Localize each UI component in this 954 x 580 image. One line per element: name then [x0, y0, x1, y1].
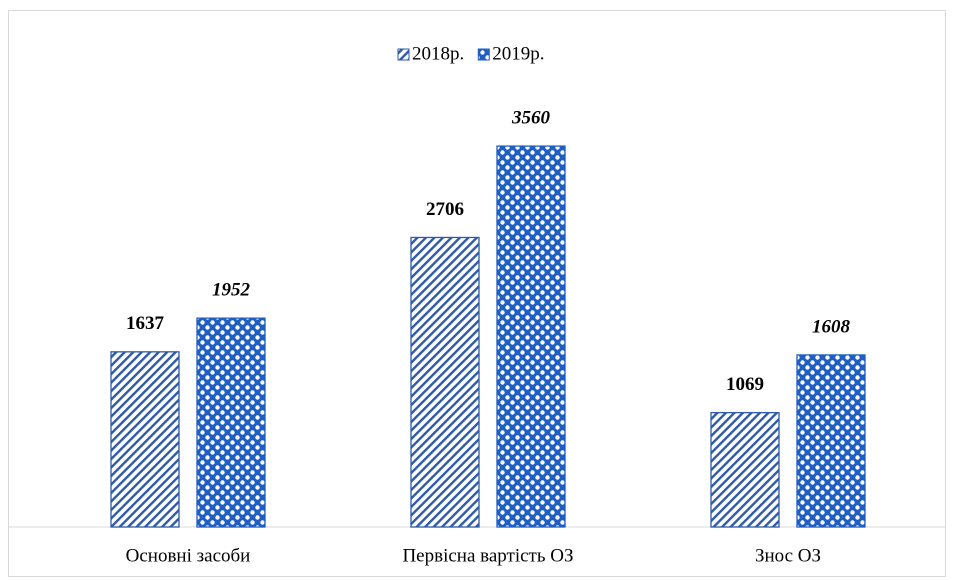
legend-label: 2019р.	[492, 43, 544, 64]
bar	[410, 236, 480, 528]
legend-swatch	[397, 48, 410, 61]
bar	[796, 354, 866, 528]
data-label: 1637	[126, 313, 165, 334]
legend-swatch	[477, 48, 490, 61]
data-label: 2706	[426, 199, 464, 220]
data-label: 1608	[812, 316, 851, 337]
data-label: 1069	[726, 374, 764, 395]
bar	[196, 317, 266, 528]
x-tick-label: Первісна вартість ОЗ	[402, 545, 573, 566]
data-label: 1952	[212, 279, 251, 300]
x-tick-label: Основні засоби	[126, 545, 251, 566]
chart-frame	[8, 10, 946, 577]
bar	[496, 145, 566, 528]
bar	[110, 351, 180, 528]
x-tick-label: Знос ОЗ	[755, 545, 821, 566]
bar	[710, 411, 780, 528]
data-label: 3560	[511, 107, 551, 128]
legend-label: 2018р.	[412, 43, 464, 64]
